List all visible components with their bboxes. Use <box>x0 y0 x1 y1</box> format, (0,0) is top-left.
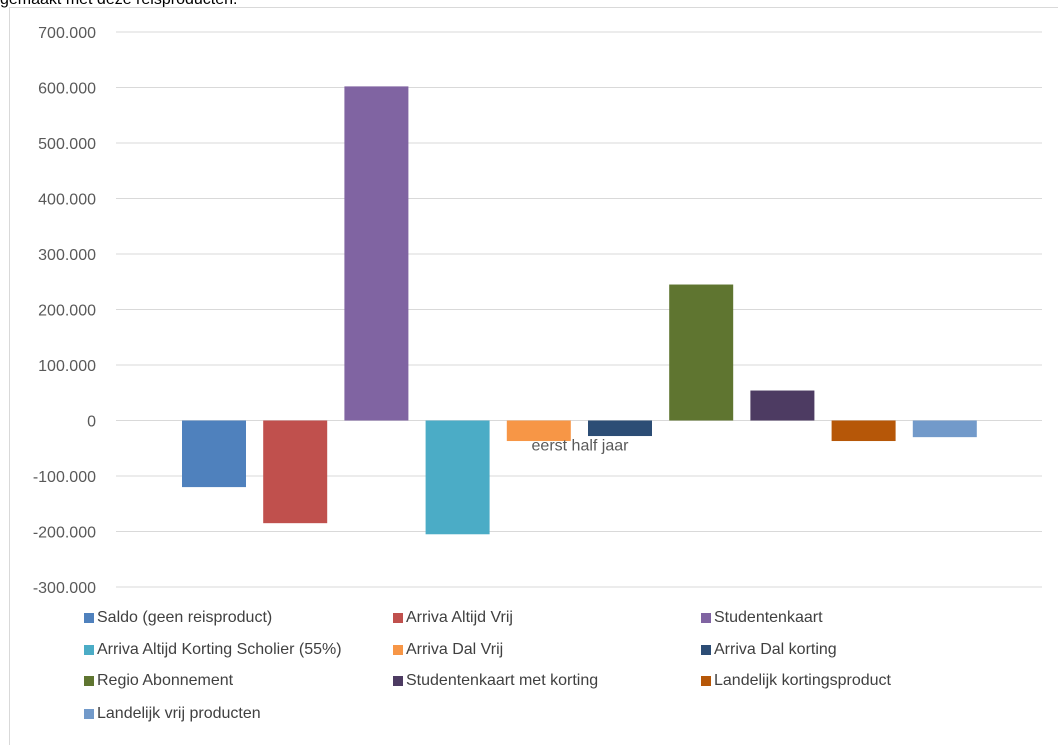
legend-swatch <box>701 676 711 686</box>
legend-swatch <box>84 613 94 623</box>
legend-swatch <box>701 645 711 655</box>
chart-frame <box>9 7 1058 745</box>
legend-label: Landelijk kortingsproduct <box>714 672 891 689</box>
y-tick-label: 100.000 <box>38 358 96 375</box>
bar-saldo-geen-reisproduct <box>182 420 246 488</box>
legend-item: Arriva Altijd Korting Scholier (55%) <box>84 640 342 660</box>
legend-item: Landelijk vrij producten <box>84 704 261 724</box>
bar-arriva-dal-korting <box>588 420 652 437</box>
legend-label: Regio Abonnement <box>97 672 234 689</box>
bar-arriva-altijd-korting-scholier-55 <box>425 420 490 535</box>
legend-label: Arriva Altijd Korting Scholier (55%) <box>97 641 342 658</box>
legend-item: Arriva Altijd Vrij <box>393 608 513 628</box>
legend-swatch <box>84 709 94 719</box>
legend-item: Studentenkaart met korting <box>393 671 598 691</box>
y-tick-label: 0 <box>87 414 96 431</box>
legend-label: Arriva Altijd Vrij <box>406 609 513 626</box>
legend-item: Regio Abonnement <box>84 671 233 691</box>
y-tick-label: -300.000 <box>33 580 96 597</box>
chart-caption: gemaakt met deze reisproducten. <box>0 0 237 9</box>
bar-regio-abonnement <box>669 284 734 421</box>
y-tick-label: 600.000 <box>38 81 96 98</box>
y-tick-label: 400.000 <box>38 192 96 209</box>
y-tick-label: -200.000 <box>33 525 96 542</box>
legend-label: Landelijk vrij producten <box>97 705 261 722</box>
bar-landelijk-kortingsproduct <box>831 420 896 442</box>
legend-item: Studentenkaart <box>701 608 823 628</box>
legend-swatch <box>84 645 94 655</box>
legend-swatch <box>393 645 403 655</box>
legend-swatch <box>393 613 403 623</box>
legend-label: Studentenkaart met korting <box>406 672 599 689</box>
y-tick-label: 500.000 <box>38 136 96 153</box>
y-tick-label: 200.000 <box>38 303 96 320</box>
legend-swatch <box>701 613 711 623</box>
bar-studentenkaart-met-korting <box>750 390 815 421</box>
legend-item: Landelijk kortingsproduct <box>701 671 891 691</box>
y-tick-label: 700.000 <box>38 25 96 42</box>
legend-item: Arriva Dal Vrij <box>393 640 503 660</box>
legend-label: Saldo (geen reisproduct) <box>97 609 273 626</box>
legend-item: Arriva Dal korting <box>701 640 837 660</box>
legend-label: Studentenkaart <box>714 609 823 626</box>
legend-swatch <box>84 676 94 686</box>
x-category-label: eerst half jaar <box>532 438 630 455</box>
y-tick-label: 300.000 <box>38 247 96 264</box>
legend-label: Arriva Dal korting <box>714 641 837 658</box>
bar-landelijk-vrij-producten <box>912 420 977 438</box>
legend-swatch <box>393 676 403 686</box>
legend-label: Arriva Dal Vrij <box>406 641 504 658</box>
bar-arriva-dal-vrij <box>506 420 571 442</box>
y-tick-label: -100.000 <box>33 469 96 486</box>
bar-arriva-altijd-vrij <box>263 420 328 524</box>
legend-item: Saldo (geen reisproduct) <box>84 608 272 628</box>
bar-studentenkaart <box>344 86 409 421</box>
